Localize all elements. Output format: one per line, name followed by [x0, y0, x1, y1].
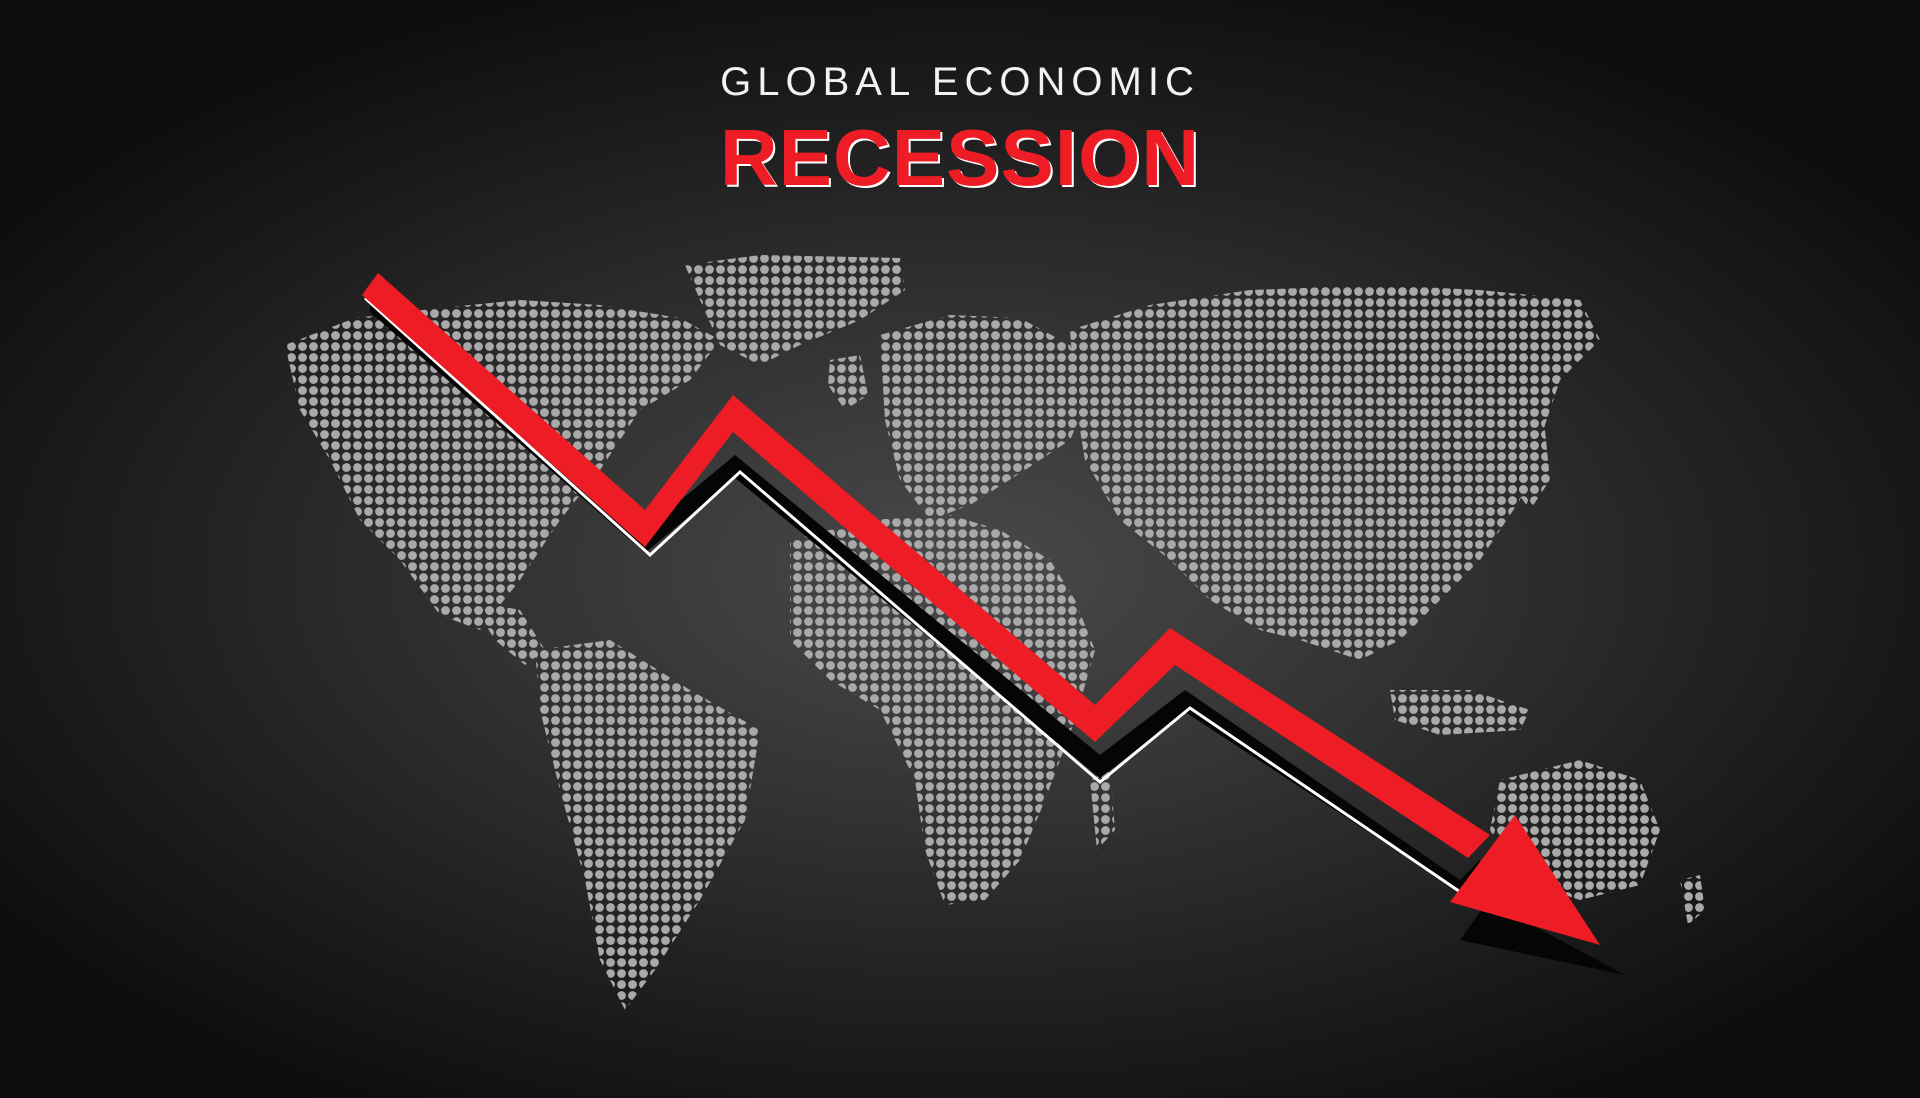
continent-indonesia [1390, 690, 1530, 735]
continent-north-america [285, 300, 720, 630]
continent-greenland [685, 255, 905, 365]
arrow-head [1450, 815, 1600, 945]
arrow-body [362, 273, 1490, 858]
continent-central-america [470, 600, 545, 665]
downward-trend-arrow [362, 273, 1625, 975]
continent-europe [880, 315, 1090, 520]
continent-new-zealand [1680, 875, 1705, 925]
continent-asia [1070, 285, 1600, 660]
title-block: GLOBAL ECONOMIC RECESSION [0, 58, 1920, 200]
continent-africa [790, 515, 1095, 905]
continent-uk [828, 355, 868, 410]
continent-madagascar [1090, 770, 1115, 850]
continent-south-america [535, 640, 760, 1010]
title-line-recession: RECESSION [719, 113, 1201, 202]
title-line-global-economic: GLOBAL ECONOMIC [720, 60, 1200, 104]
continent-japan [1512, 430, 1550, 510]
